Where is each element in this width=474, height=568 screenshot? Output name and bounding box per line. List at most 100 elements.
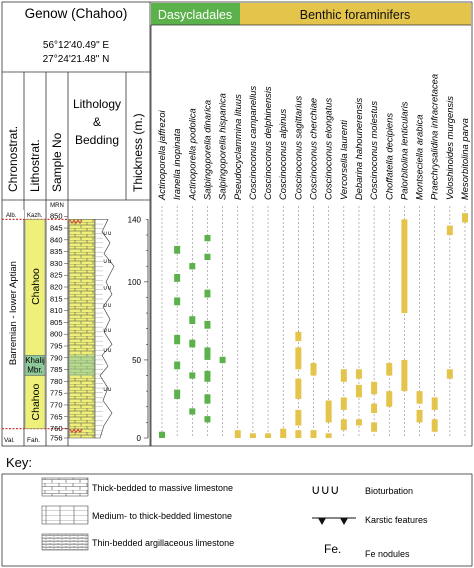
sample-label: 756 [50, 434, 63, 443]
sample-prefix: MRN [50, 203, 64, 209]
taxon-name: Mesorbitolina parva [459, 118, 470, 200]
taxon-occurrence [416, 409, 423, 423]
taxon-occurrence [265, 433, 272, 438]
sample-label: 845 [50, 224, 63, 233]
taxon-name: Coscinoconus cherchiae [308, 98, 319, 200]
taxon-name: Salpingoporella hispanica [217, 93, 228, 200]
sample-label: 770 [50, 400, 63, 409]
sample-label: 850 [50, 212, 63, 221]
taxon-occurrence [204, 416, 211, 423]
taxon-name: Coscinoconus elongatus [323, 98, 334, 200]
sample-label: 785 [50, 365, 63, 374]
taxon-name: Coscinoconus alpinus [277, 108, 288, 200]
bioturbation-icon: ∪∪∪ [311, 482, 340, 497]
sample-label: 775 [50, 389, 63, 398]
taxon-occurrence [325, 433, 332, 438]
chrono-albian: Alb. [6, 213, 17, 219]
sample-label: 825 [50, 271, 63, 280]
taxon-occurrence [295, 347, 302, 370]
taxon-occurrence [174, 274, 181, 282]
taxon-occurrence [204, 394, 211, 404]
taxon-name: Choffatella decipiens [383, 113, 394, 200]
taxon-occurrence [431, 397, 438, 410]
key-medium-label: Medium- to thick-bedded limestone [92, 511, 232, 521]
lithostrat-header: Lithostrat. [28, 139, 42, 192]
taxon-occurrence [204, 347, 211, 360]
taxon-occurrence [310, 363, 317, 376]
taxon-name: Coscinoconus delphinensis [262, 86, 273, 200]
key-massive-label: Thick-bedded to massive limestone [92, 483, 233, 493]
taxon-occurrence [325, 400, 332, 423]
coordinate-north: 27°24'21.48" N [43, 54, 110, 65]
taxon-occurrence [295, 378, 302, 399]
bioturbation-mark: ∪∪ [103, 328, 112, 334]
taxon-occurrence [340, 369, 347, 382]
sample-label: 830 [50, 259, 63, 268]
taxon-occurrence [340, 397, 347, 410]
taxon-name: Voloshinoides murgensis [444, 96, 455, 200]
sample-label: 765 [50, 412, 63, 421]
coordinate-east: 56°12'40.49" E [43, 40, 110, 51]
taxon-occurrence [416, 391, 423, 404]
sample-label: 780 [50, 377, 63, 386]
bioturbation-mark: ∪∪ [103, 259, 112, 265]
taxon-occurrence [295, 430, 302, 438]
taxon-name: Palorbitolina lenticularis [398, 101, 409, 200]
thickness-tick-label: 0 [137, 434, 142, 443]
taxon-name: Actinoporella podolica [186, 108, 197, 201]
taxon-occurrence [371, 403, 378, 414]
benthic-label: Benthic foraminifers [300, 8, 410, 22]
taxon-occurrence [234, 430, 241, 438]
taxon-occurrence [189, 263, 196, 270]
karst-icon [312, 517, 356, 525]
benthic-header [240, 3, 471, 25]
chrono-valanginian: Val. [4, 437, 15, 444]
key-box [1, 473, 473, 567]
taxon-occurrence [174, 334, 181, 345]
taxon-occurrence [355, 384, 362, 398]
taxon-occurrence [189, 316, 196, 324]
taxon-occurrence [355, 369, 362, 379]
sample-label: 835 [50, 247, 63, 256]
key-karst-label: Karstic features [365, 515, 428, 525]
taxon-name: Debarina hahounerensis [353, 98, 364, 200]
taxon-occurrence [204, 320, 211, 329]
taxon-name: Praechrysalidina infracretacea [429, 74, 440, 200]
taxon-occurrence [355, 419, 362, 426]
taxon-occurrence [310, 430, 317, 438]
thickness-tick-label: 100 [128, 278, 142, 287]
taxon-occurrence [159, 431, 165, 438]
taxon-occurrence [174, 389, 181, 399]
taxon-occurrence [174, 361, 181, 370]
taxon-occurrence [340, 419, 347, 431]
thickness-tick-label: 50 [132, 356, 141, 365]
sample-label: 795 [50, 341, 63, 350]
key-bioturbation-label: Bioturbation [365, 486, 413, 496]
litho-chahoo-lower: Chahoo [30, 384, 42, 421]
taxon-occurrence [174, 297, 181, 306]
lithology-khalij-band [69, 355, 95, 376]
key-title: Key: [6, 455, 32, 470]
taxon-occurrence [386, 363, 393, 376]
sample-column: 850 845 840 835 830 825 820 815 810 805 800 795 790 7… [50, 212, 68, 443]
location-title: Genow (Chahoo) [25, 6, 128, 21]
litho-khalij-mbr: Mbr. [27, 365, 43, 374]
chronostrat-header: Chronostrat. [6, 126, 20, 192]
taxon-occurrence [371, 422, 378, 432]
lithology-header-1: Lithology [73, 97, 121, 111]
litho-fahliyan: Fah. [27, 437, 40, 444]
bioturbation-mark: ∪∪ [103, 286, 112, 292]
litho-kazhdumi: Kazh. [27, 213, 43, 219]
taxon-occurrence [204, 253, 211, 260]
sample-label: 820 [50, 283, 63, 292]
taxon-occurrence [431, 419, 438, 432]
dasycladales-label: Dasycladales [158, 8, 232, 22]
taxon-occurrence [189, 408, 196, 415]
sample-label: 760 [50, 424, 63, 433]
taxon-occurrence [295, 331, 302, 342]
key-fe-label: Fe nodules [365, 549, 410, 559]
taxon-occurrence [189, 372, 196, 379]
taxon-occurrence [401, 219, 408, 314]
